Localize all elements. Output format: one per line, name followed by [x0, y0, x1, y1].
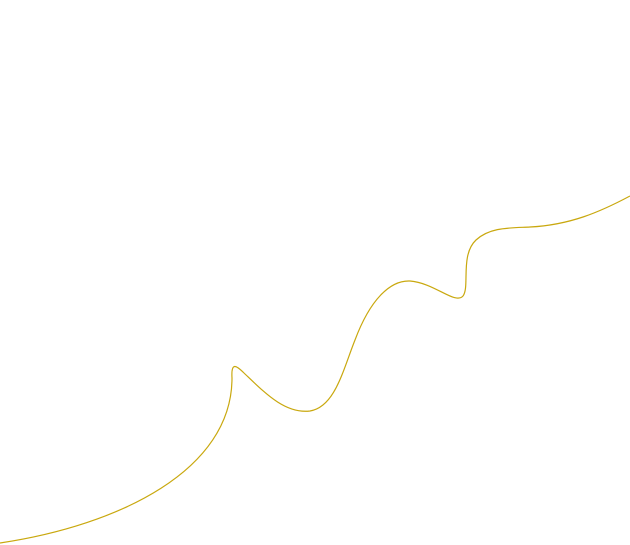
wavy-curve-line [0, 195, 630, 544]
